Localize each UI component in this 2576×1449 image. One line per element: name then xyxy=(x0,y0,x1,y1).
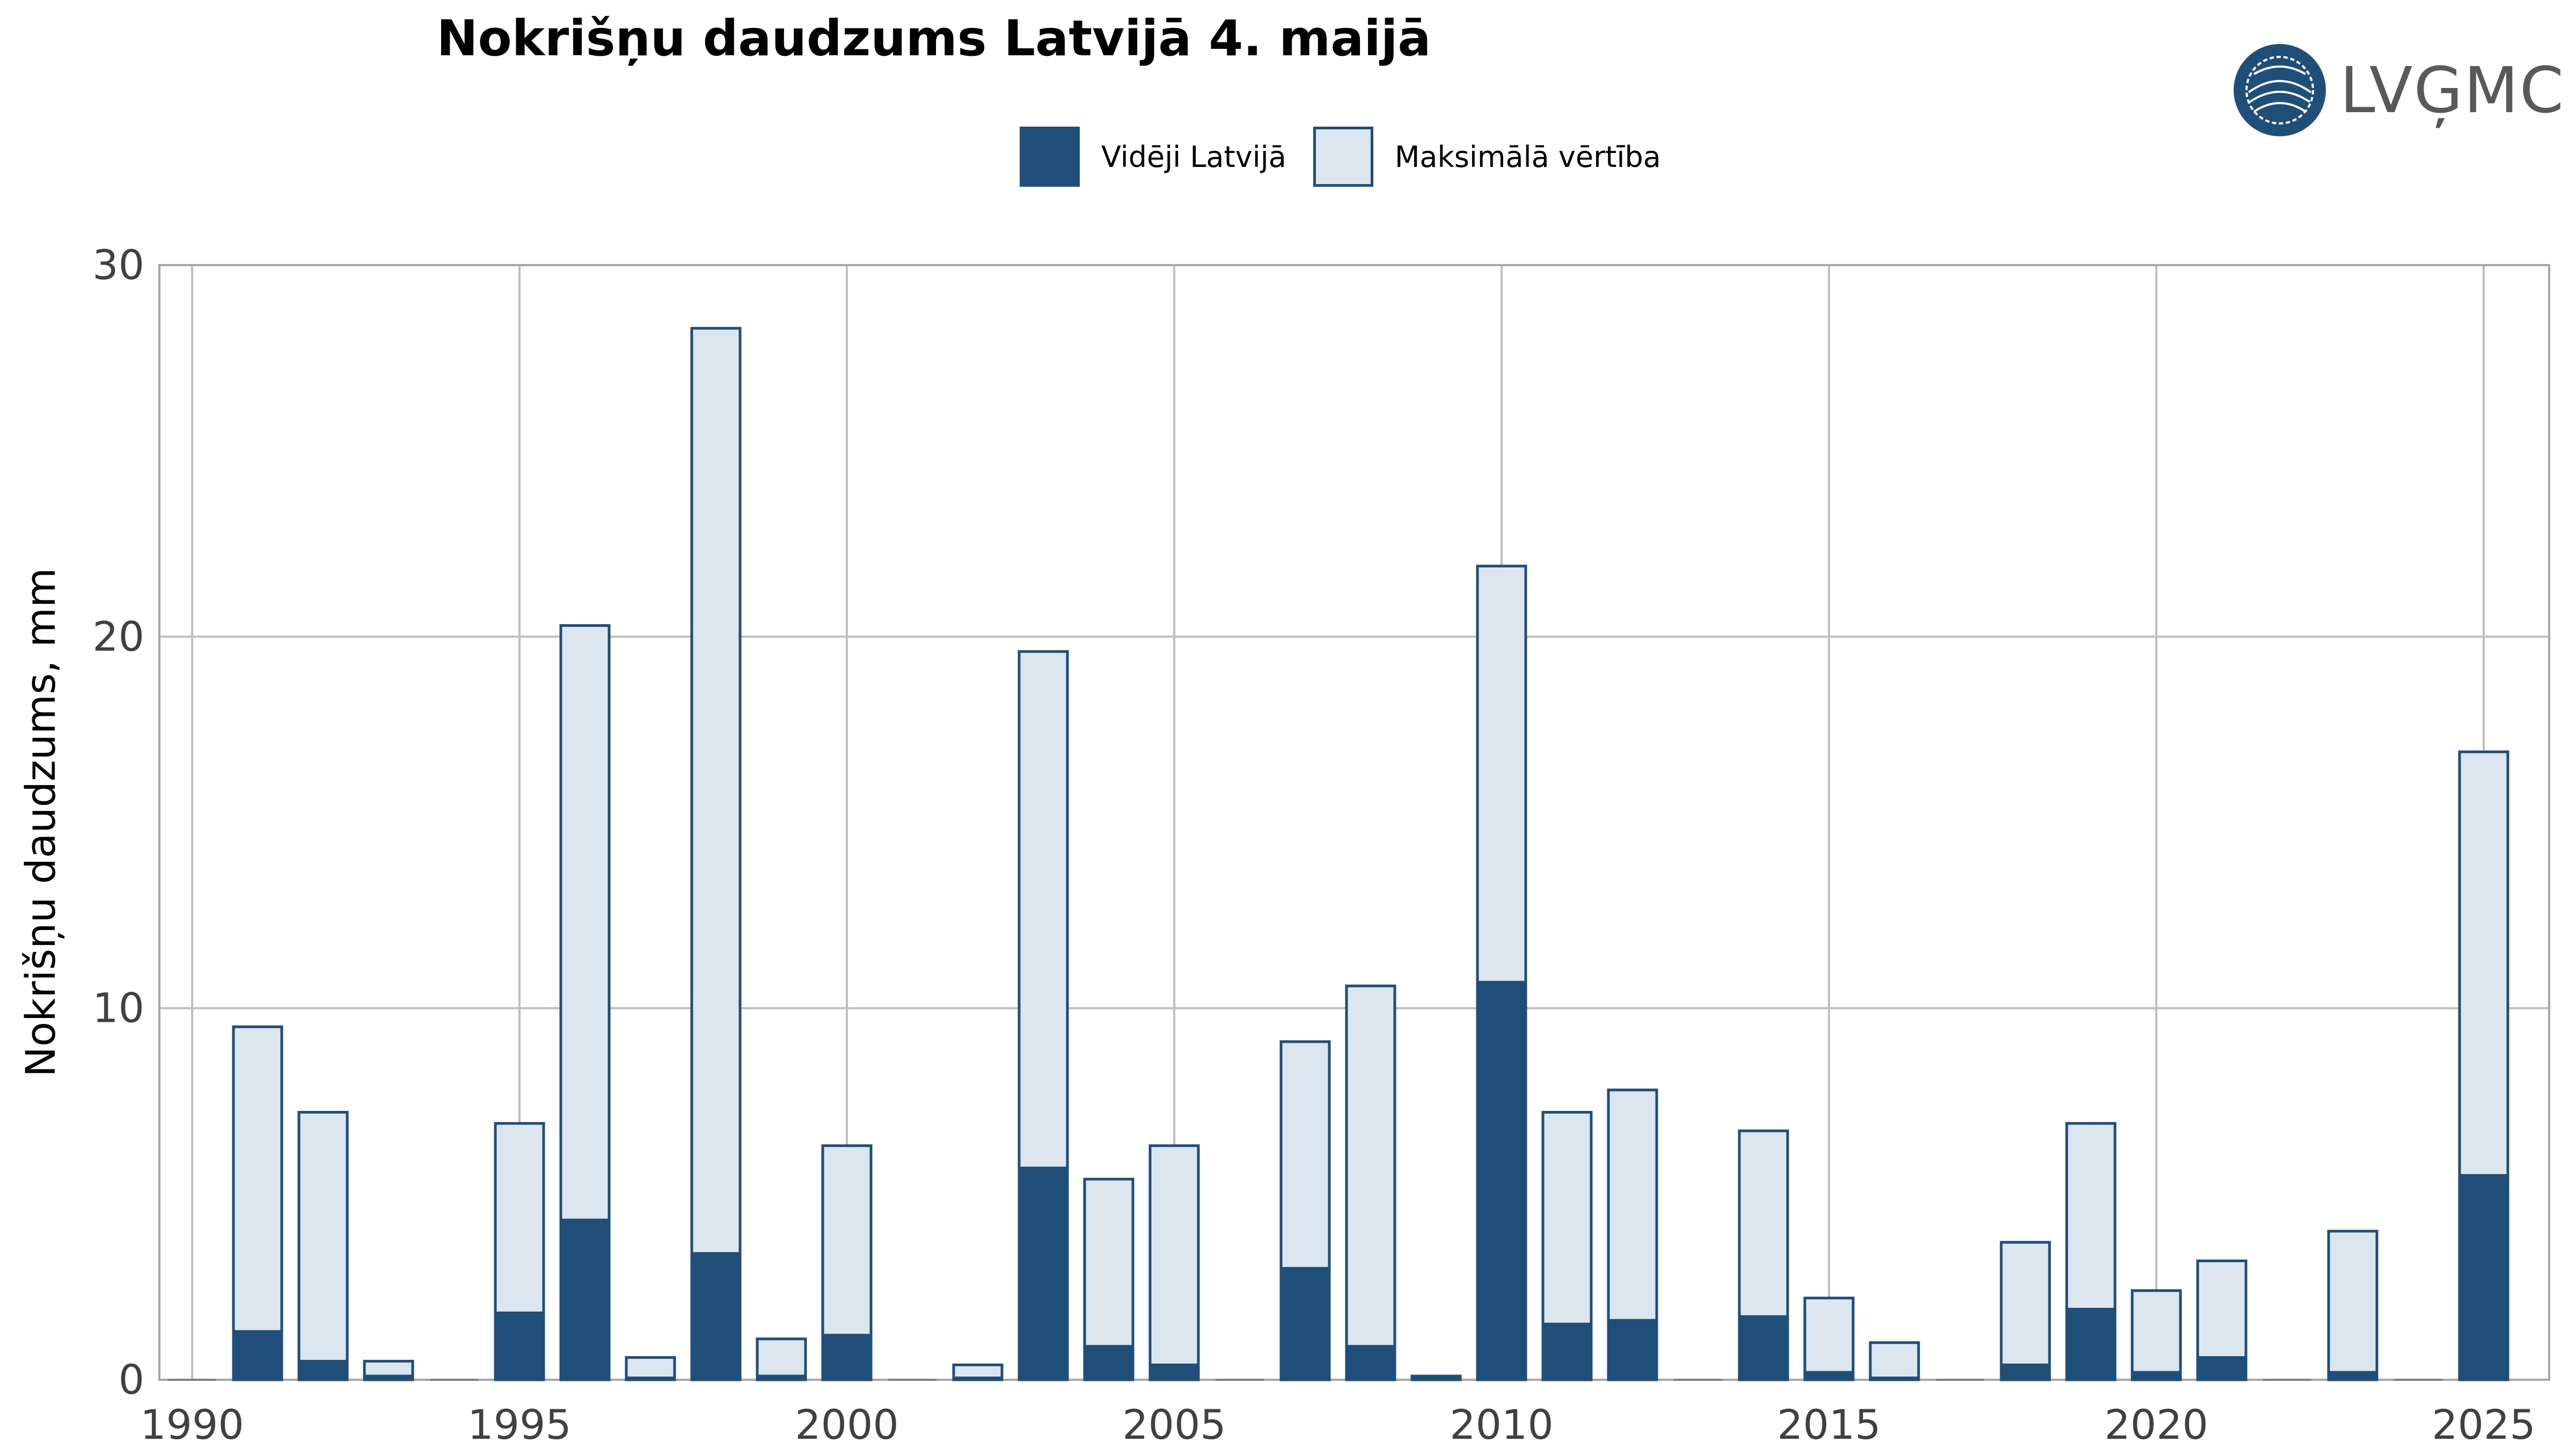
bar-avg xyxy=(756,1374,807,1381)
legend-item-avg: Vidēji Latvijā xyxy=(1020,127,1286,187)
y-tick-label: 10 xyxy=(92,984,144,1032)
bar-avg xyxy=(1803,1371,1855,1381)
bar-avg xyxy=(2065,1307,2117,1381)
x-tick-label: 2020 xyxy=(2104,1401,2208,1448)
x-tick-label: 1995 xyxy=(467,1401,571,1448)
bar-avg xyxy=(1738,1315,1789,1381)
y-tick-label: 0 xyxy=(119,1356,144,1403)
bar-max xyxy=(625,1356,676,1381)
logo-text: LVĢMC xyxy=(2340,53,2565,127)
bar-max xyxy=(232,1025,283,1381)
legend-swatch-max xyxy=(1313,127,1373,187)
bar-max xyxy=(1869,1341,1920,1381)
bar-max xyxy=(297,1111,349,1381)
bar-max xyxy=(690,327,742,1381)
y-tick-label: 20 xyxy=(92,612,144,660)
chart-title: Nokrišņu daudzums Latvijā 4. maijā xyxy=(436,10,1431,67)
bar-avg xyxy=(625,1377,676,1381)
bar-avg xyxy=(2327,1371,2379,1381)
bar-avg xyxy=(952,1377,1004,1381)
bar-avg xyxy=(690,1252,742,1381)
bar-avg xyxy=(559,1218,611,1381)
bar-max xyxy=(2327,1230,2379,1381)
bar-avg xyxy=(1869,1377,1920,1381)
legend-swatch-avg xyxy=(1020,127,1080,187)
bar-avg xyxy=(2131,1371,2182,1381)
bar-avg xyxy=(232,1330,283,1381)
y-tick-label: 30 xyxy=(92,241,144,289)
bar-avg xyxy=(1541,1322,1593,1381)
legend-label-avg: Vidēji Latvijā xyxy=(1101,140,1286,174)
x-tick-label: 2015 xyxy=(1777,1401,1880,1448)
bar-avg xyxy=(821,1334,873,1381)
bar-avg xyxy=(2458,1174,2509,1381)
x-tick-label: 2005 xyxy=(1122,1401,1226,1448)
legend-label-max: Maksimālā vērtība xyxy=(1394,140,1661,174)
logo: LVĢMC xyxy=(2233,43,2565,137)
x-tick-label: 2025 xyxy=(2432,1401,2535,1448)
bar-avg xyxy=(1083,1345,1135,1381)
x-tick-label: 2000 xyxy=(795,1401,898,1448)
bar-avg xyxy=(363,1374,414,1381)
bar-avg xyxy=(1410,1377,1462,1381)
bar-max xyxy=(756,1337,807,1381)
bar-avg xyxy=(1345,1345,1396,1381)
bar-avg xyxy=(1018,1166,1069,1381)
bar-avg xyxy=(1148,1363,1200,1381)
legend: Vidēji Latvijā Maksimālā vērtība xyxy=(1020,125,1688,189)
y-axis-label: Nokrišņu daudzums, mm xyxy=(17,568,64,1077)
globe-logo-icon xyxy=(2234,44,2326,136)
bar-avg xyxy=(2196,1356,2248,1381)
bar-max xyxy=(1345,984,1396,1381)
x-tick-label: 1990 xyxy=(140,1401,244,1448)
bar-avg xyxy=(494,1311,545,1381)
bar-avg xyxy=(1476,980,1527,1381)
bar-max xyxy=(1803,1297,1855,1381)
bar-avg xyxy=(1607,1319,1658,1381)
bar-max xyxy=(2131,1289,2182,1381)
bar-max xyxy=(2000,1241,2051,1381)
legend-item-max: Maksimālā vērtība xyxy=(1313,127,1661,187)
x-tick-label: 2010 xyxy=(1450,1401,1553,1448)
bar-avg xyxy=(1279,1267,1331,1381)
bar-avg xyxy=(297,1359,349,1381)
bar-avg xyxy=(2000,1363,2051,1381)
bar-max xyxy=(1148,1144,1200,1381)
